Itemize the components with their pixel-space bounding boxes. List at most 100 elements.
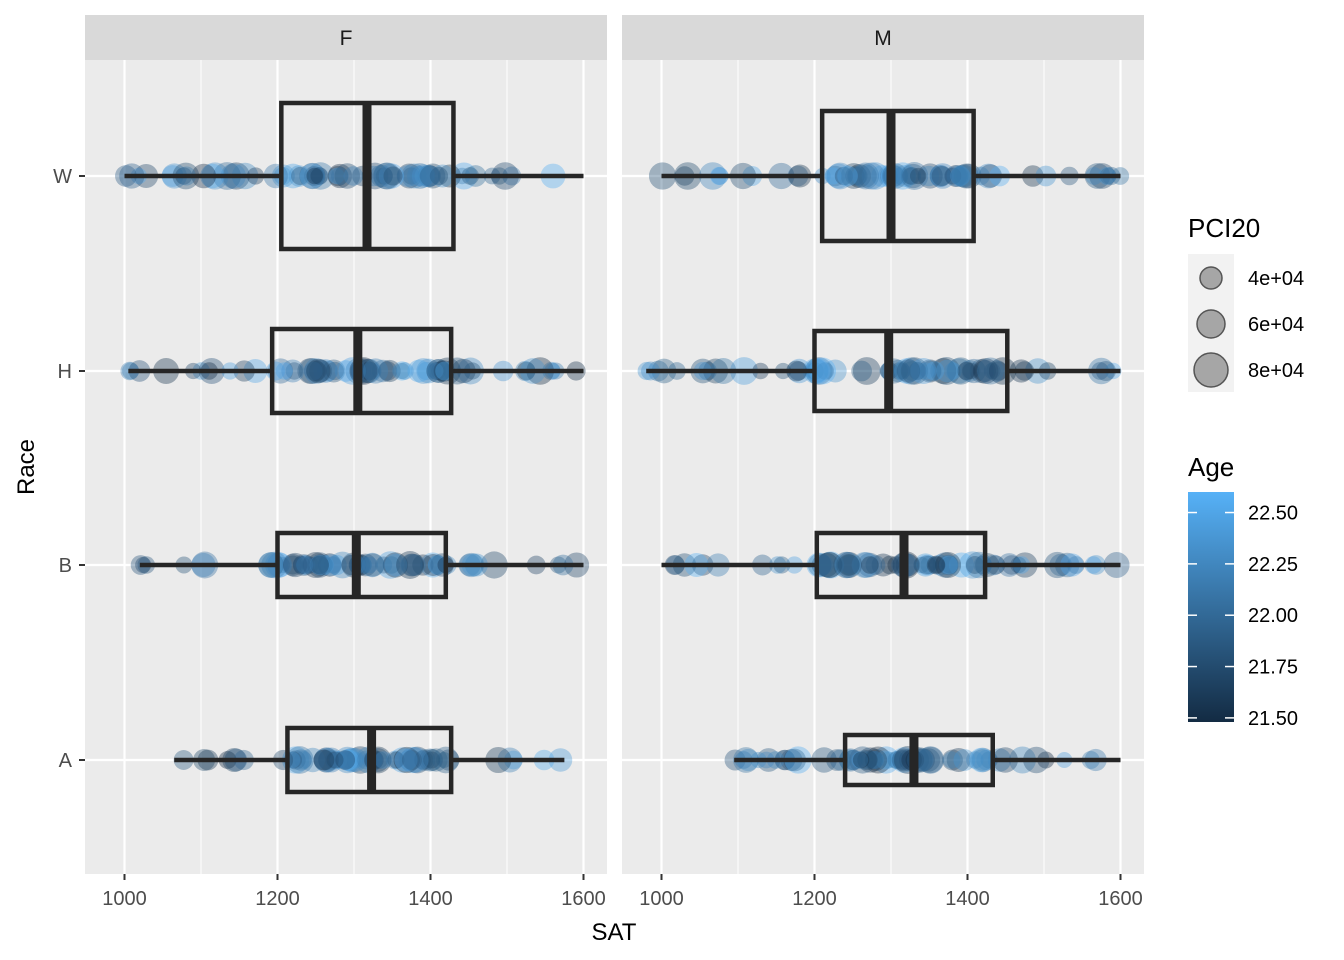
- data-point: [888, 162, 917, 190]
- data-point: [957, 361, 976, 381]
- data-point: [932, 552, 959, 578]
- data-point: [926, 555, 946, 575]
- data-point: [946, 748, 971, 772]
- y-axis-title: Race: [13, 439, 40, 495]
- data-point: [860, 751, 878, 769]
- strip-background-f: [85, 15, 607, 60]
- data-point: [387, 751, 405, 769]
- data-point: [324, 750, 345, 770]
- data-point: [916, 554, 937, 576]
- data-point: [866, 751, 884, 769]
- legend-color: Age 22.50 22.25 22.00 21.75 21.50: [1188, 452, 1298, 730]
- data-point: [973, 359, 997, 383]
- x-tick-label: 1000: [639, 888, 684, 910]
- facet-panel-f: F: [85, 15, 607, 874]
- data-point: [838, 554, 860, 576]
- box-m-a: [734, 732, 1121, 788]
- data-point: [900, 357, 929, 385]
- x-tick-label: 1400: [408, 888, 453, 910]
- data-point: [347, 751, 364, 769]
- data-point: [872, 746, 900, 774]
- data-point: [403, 747, 429, 773]
- data-point: [285, 362, 303, 380]
- data-point: [824, 165, 846, 187]
- data-point: [407, 359, 431, 383]
- data-point: [384, 553, 408, 577]
- data-point: [299, 358, 325, 384]
- data-point: [361, 556, 379, 574]
- data-point: [419, 165, 441, 187]
- data-point: [300, 747, 325, 773]
- box-f-b: [139, 530, 584, 600]
- data-point: [917, 746, 944, 774]
- data-point: [816, 552, 843, 578]
- data-point: [317, 553, 342, 577]
- data-point: [941, 749, 963, 771]
- data-point: [410, 358, 437, 384]
- data-point: [426, 359, 451, 383]
- data-point: [416, 358, 442, 384]
- data-point: [893, 362, 911, 380]
- data-point: [861, 162, 890, 190]
- data-point: [296, 556, 314, 574]
- data-point: [285, 746, 314, 774]
- strip-background-m: [622, 15, 1144, 60]
- data-point: [397, 165, 419, 187]
- data-point: [826, 162, 854, 190]
- data-point: [336, 750, 356, 770]
- data-point: [908, 361, 927, 381]
- data-point: [943, 751, 961, 769]
- data-point: [308, 167, 325, 185]
- legend-size-label: 8e+04: [1248, 360, 1304, 382]
- data-point: [931, 165, 952, 187]
- data-point: [840, 163, 867, 189]
- data-point: [851, 751, 869, 769]
- data-point: [940, 556, 958, 574]
- data-point: [346, 746, 374, 774]
- data-point: [318, 749, 339, 771]
- data-point: [294, 555, 315, 575]
- x-tick-label: 1600: [1098, 888, 1143, 910]
- data-point: [851, 552, 878, 578]
- data-point: [426, 359, 451, 383]
- data-point: [913, 553, 938, 577]
- data-point: [303, 361, 323, 381]
- data-point: [880, 751, 897, 769]
- data-point: [900, 163, 926, 189]
- data-point: [431, 360, 452, 382]
- data-point: [948, 552, 975, 578]
- data-point: [329, 751, 346, 769]
- data-point: [431, 164, 455, 188]
- data-point: [429, 166, 449, 186]
- data-point: [396, 362, 414, 380]
- data-point: [339, 747, 364, 773]
- y-axis: A B H W: [53, 166, 85, 772]
- data-point: [320, 554, 343, 576]
- data-point: [929, 554, 951, 576]
- x-axis-m: 1000 1200 1400 1600: [639, 874, 1143, 910]
- legend-size-key: [1193, 352, 1229, 388]
- data-point: [848, 166, 868, 186]
- data-point: [890, 362, 909, 380]
- data-point: [887, 751, 906, 769]
- data-point: [910, 357, 937, 385]
- data-point: [916, 748, 941, 772]
- data-point: [417, 361, 436, 381]
- data-point: [826, 163, 851, 189]
- data-point: [929, 163, 956, 189]
- data-point: [894, 358, 920, 384]
- data-point: [932, 357, 961, 385]
- data-point: [865, 555, 886, 575]
- data-point: [385, 750, 405, 770]
- data-point: [375, 556, 393, 574]
- data-point: [423, 751, 441, 769]
- iqr-box: [819, 108, 976, 244]
- data-point: [297, 358, 323, 384]
- data-point: [988, 361, 1009, 381]
- legend-size-label: 6e+04: [1248, 314, 1304, 336]
- iqr-box: [842, 732, 995, 788]
- x-axis-title: SAT: [592, 919, 637, 946]
- data-point: [299, 162, 326, 190]
- data-point: [342, 747, 368, 773]
- data-point: [958, 551, 987, 579]
